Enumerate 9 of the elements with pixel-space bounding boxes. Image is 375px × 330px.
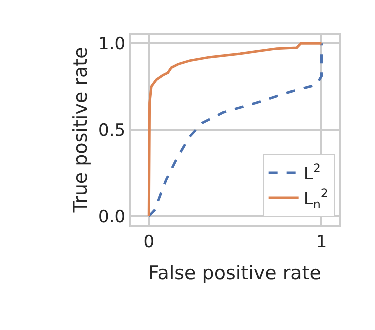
x-axis-title: False positive rate: [148, 262, 322, 285]
line-series: [148, 42, 323, 218]
y-axis-title: True positive rate: [70, 47, 92, 214]
x-tick-label: 1: [316, 232, 328, 252]
y-tick-label: 0.5: [98, 120, 126, 141]
x-tick-label: 0: [144, 232, 155, 252]
y-tick-label: 0.0: [98, 207, 126, 228]
legend-label: L$^{2}$: [304, 161, 321, 185]
y-tick-label: 1.0: [98, 34, 126, 55]
